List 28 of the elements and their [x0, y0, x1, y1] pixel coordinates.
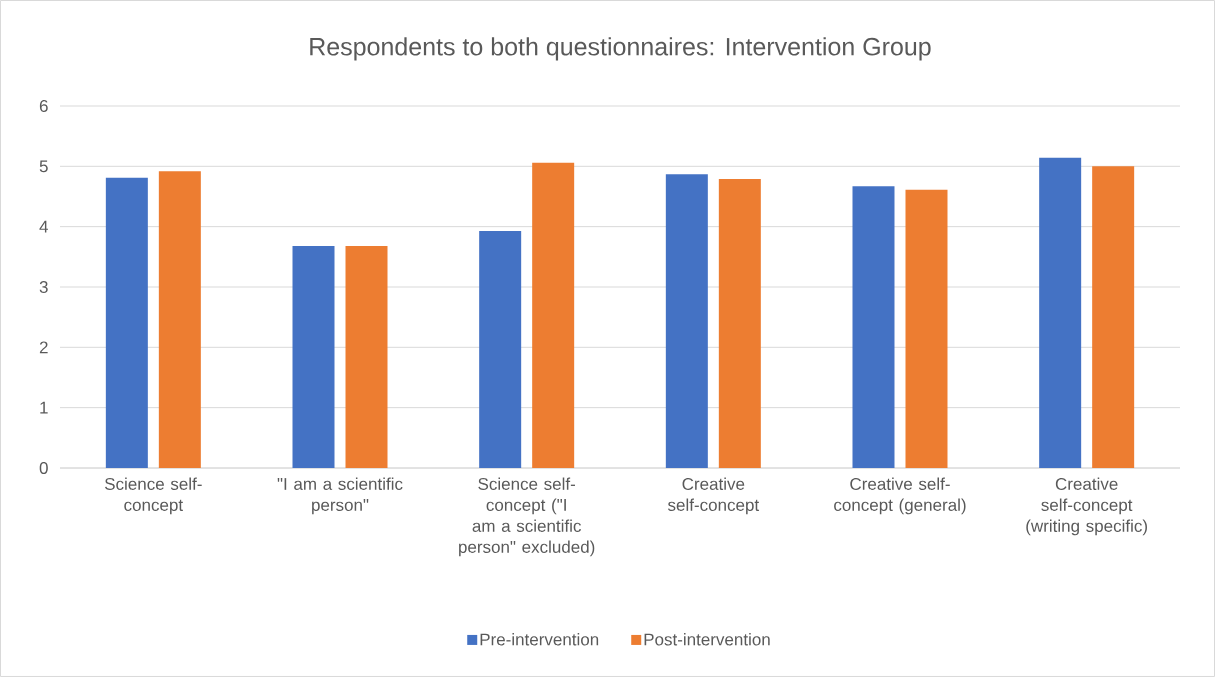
x-tick-label: Creative self-concept (writing specific) — [1026, 477, 1147, 536]
bar — [345, 245, 388, 468]
x-tick-label: Science self-concept ("I am a scientific person" excluded) — [459, 477, 595, 557]
y-tick-label: 5 — [39, 160, 48, 173]
x-tick-label: Science self-concept — [104, 477, 202, 515]
bar — [718, 178, 761, 468]
x-tick-label: Creative self-concept — [667, 477, 760, 515]
bar — [905, 189, 948, 468]
bar — [292, 245, 335, 468]
bar — [665, 174, 708, 468]
legend-label: Pre-intervention — [480, 633, 599, 646]
legend-label: Post-intervention — [644, 633, 770, 646]
chart-title: Respondents to both questionnaires: Intervention Group — [310, 37, 931, 61]
bar — [1039, 157, 1082, 468]
bar — [158, 171, 201, 468]
bar — [1092, 166, 1135, 468]
x-tick-label: Creative self-concept (general) — [834, 477, 966, 515]
y-tick-label: 6 — [39, 99, 48, 113]
y-tick-label: 1 — [40, 401, 48, 414]
y-tick-label: 2 — [39, 341, 48, 354]
bar — [105, 177, 148, 468]
y-tick-label: 3 — [39, 280, 48, 294]
x-tick-label: "I am a scientific person" — [277, 477, 403, 515]
bar — [479, 230, 522, 468]
bar — [852, 186, 895, 468]
y-tick-label: 0 — [39, 461, 48, 475]
y-tick-label: 4 — [39, 220, 48, 233]
bar — [532, 162, 575, 468]
